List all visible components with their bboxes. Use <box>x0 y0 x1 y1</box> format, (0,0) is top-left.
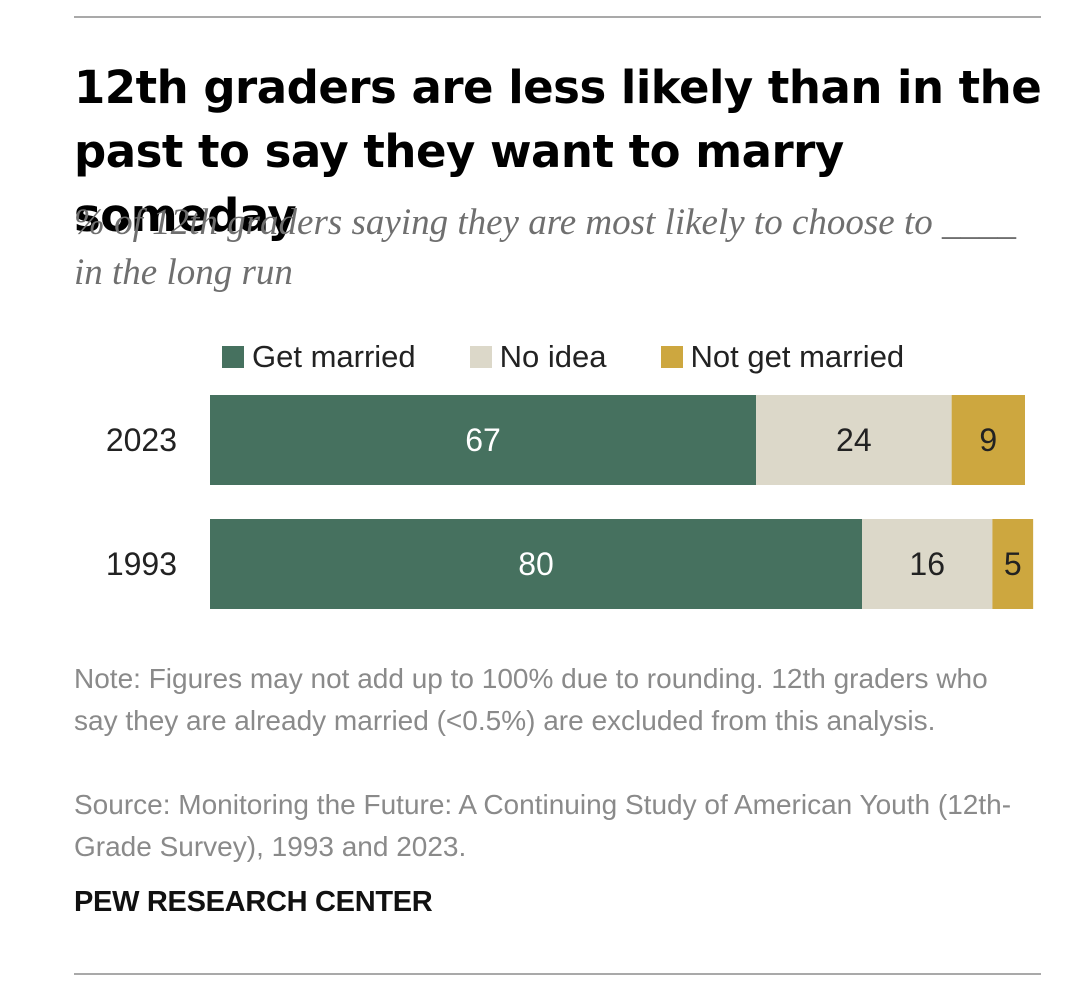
bar-2023-no-idea <box>756 395 952 485</box>
chart-subtitle: % of 12th graders saying they are most l… <box>74 202 1016 293</box>
data-label-2023-no-idea: 24 <box>836 422 872 458</box>
stacked-bar-chart: 2023 67 24 9 1993 80 16 5 <box>106 395 1034 609</box>
legend-item-no-idea: No idea <box>469 339 607 375</box>
bar-1993-get-married <box>210 519 862 609</box>
chart-source: Source: Monitoring the Future: A Continu… <box>74 789 1012 862</box>
data-label-1993-not-get-married: 5 <box>1004 546 1022 582</box>
data-label-2023-not-get-married: 9 <box>979 422 997 458</box>
legend-label-get-married: Get married <box>252 339 416 374</box>
category-label-1993: 1993 <box>106 546 177 582</box>
data-label-1993-no-idea: 16 <box>909 546 945 582</box>
legend-label-not-get-married: Not get married <box>690 339 905 374</box>
bottom-rule <box>74 973 1041 975</box>
data-label-2023-get-married: 67 <box>465 422 501 458</box>
legend-item-get-married: Get married <box>222 339 416 375</box>
bar-1993-no-idea <box>862 519 993 609</box>
bar-2023-not-get-married <box>951 395 1025 485</box>
category-label-2023: 2023 <box>106 422 177 458</box>
data-label-1993-get-married: 80 <box>518 546 554 582</box>
bar-2023-get-married <box>210 395 757 485</box>
legend-item-not-get-married: Not get married <box>660 339 905 375</box>
legend-swatch-no-idea <box>469 346 492 368</box>
brand-logo-text: PEW RESEARCH CENTER <box>74 886 433 918</box>
legend-swatch-not-get-married <box>660 346 683 368</box>
bar-1993-not-get-married <box>992 519 1034 609</box>
legend-swatch-get-married <box>222 346 244 368</box>
top-rule <box>74 16 1041 18</box>
legend: Get married No idea Not get married <box>222 335 904 379</box>
legend-label-no-idea: No idea <box>499 339 607 374</box>
chart-note: Note: Figures may not add up to 100% due… <box>74 663 988 736</box>
chart-title: 12th graders are less likely than in the… <box>74 61 1042 242</box>
